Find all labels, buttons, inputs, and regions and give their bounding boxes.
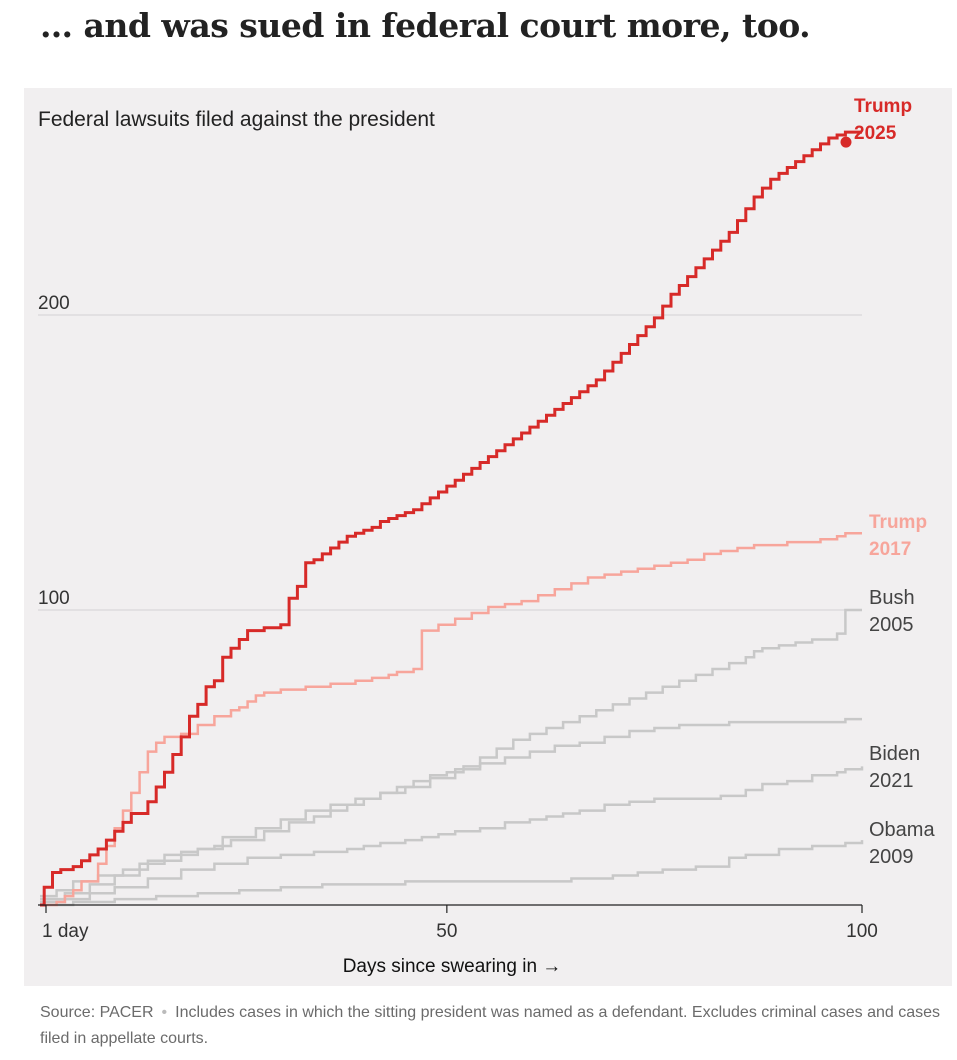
chart-panel: Federal lawsuits filed against the presi… [24, 88, 952, 986]
series-label-trump2025-line2: 2025 [854, 123, 897, 144]
series-label-obama-line1: Obama [869, 819, 935, 841]
x-tick-label-100: 100 [846, 921, 878, 942]
series-label-trump2017-line2: 2017 [869, 539, 911, 560]
series-label-trump2025-line1: Trump [854, 96, 912, 117]
y-tick-label-200: 200 [38, 293, 70, 314]
series-label-obama-line2: 2009 [869, 846, 914, 868]
y-tick-labels: 100 200 [38, 293, 70, 609]
y-tick-label-100: 100 [38, 588, 70, 609]
series-label-biden-line2: 2021 [869, 770, 914, 792]
x-axis-label: Days since swearing in → [343, 956, 562, 977]
series-label-bush-line2: 2005 [869, 614, 914, 636]
series-line-trump2017 [40, 532, 862, 907]
footer-separator: • [161, 1004, 168, 1021]
series-line-trump2025 [40, 130, 862, 907]
series-label-trump2017-line1: Trump [869, 512, 927, 533]
footer-source: Source: PACER [40, 1004, 154, 1021]
x-tick-label-50: 50 [436, 921, 457, 942]
series-line-bush [40, 608, 862, 898]
series-labels: Obama 2009 Biden 2021 Bush 2005 Trump 2017 Trump… [854, 96, 935, 868]
chart-title: Federal lawsuits filed against the presi… [38, 108, 435, 131]
x-tick-label-1: 1 day [42, 921, 89, 942]
series-line-obama [40, 840, 864, 907]
series-line-biden [40, 766, 864, 904]
chart-svg: Federal lawsuits filed against the presi… [38, 96, 935, 977]
gridlines [38, 314, 862, 611]
series-end-dot-trump2025 [840, 136, 852, 148]
x-axis: 1 day 50 100 [38, 904, 878, 942]
footer: Source: PACER • Includes cases in which th… [40, 1000, 940, 1052]
footer-note: Includes cases in which the sitting pres… [40, 1004, 940, 1047]
series-line-obama_alt [40, 717, 862, 901]
headline: … and was sued in federal court more, to… [40, 6, 811, 45]
series-lines [40, 130, 864, 907]
series-label-bush-line1: Bush [869, 587, 915, 609]
series-label-biden-line1: Biden [869, 743, 920, 765]
